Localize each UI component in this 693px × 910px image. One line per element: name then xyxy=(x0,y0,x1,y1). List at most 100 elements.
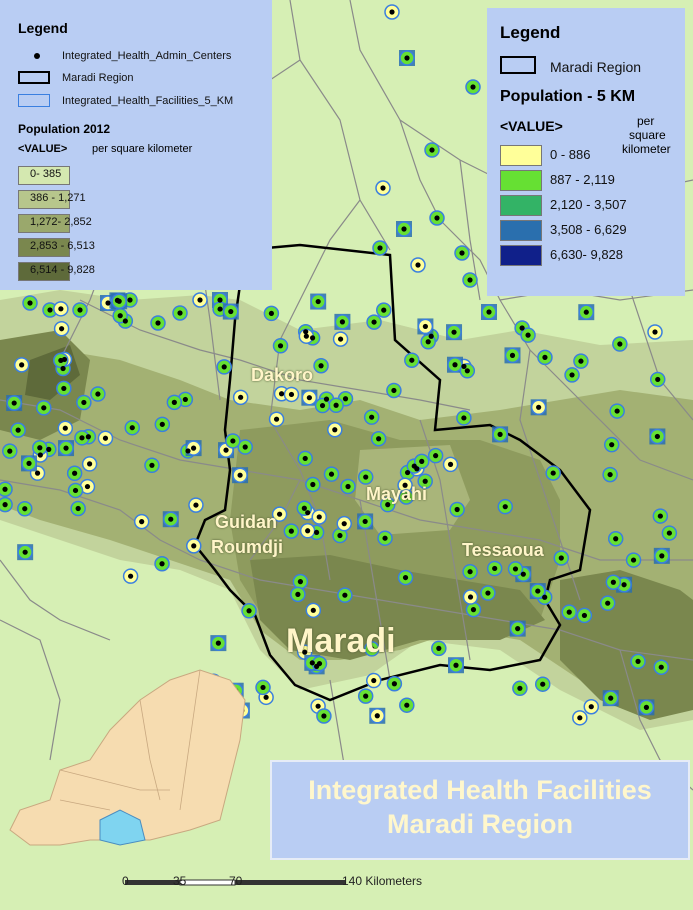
admin-center-dot xyxy=(374,713,380,719)
admin-center-dot xyxy=(15,427,21,433)
admin-center-dot xyxy=(185,448,191,454)
admin-center-dot xyxy=(217,297,223,303)
admin-center-dot xyxy=(605,600,611,606)
admin-center-dot xyxy=(369,414,375,420)
admin-center-dot xyxy=(19,362,25,368)
legend-left-class-label-2: 1,272- 2,852 xyxy=(30,216,92,228)
legend-left-class-label-3: 2,853 - 6,513 xyxy=(30,240,95,252)
admin-center-dot xyxy=(316,514,322,520)
admin-center-dot xyxy=(27,300,33,306)
admin-center-dot xyxy=(102,435,109,441)
map-title-box: Integrated Health Facilities Maradi Regi… xyxy=(270,760,690,860)
place-label-roumdji: Roumdji xyxy=(211,537,283,557)
admin-center-dot xyxy=(303,333,309,339)
admin-center-dot xyxy=(578,358,584,364)
admin-center-dot xyxy=(658,664,664,670)
admin-center-dot xyxy=(657,513,663,519)
legend-right-class-swatch-0 xyxy=(500,145,542,166)
admin-center-dot xyxy=(306,395,312,401)
admin-center-dot xyxy=(215,640,221,646)
admin-center-dot xyxy=(451,329,457,335)
admin-center-dot xyxy=(105,300,111,306)
legend-left-population-title: Population 2012 xyxy=(18,122,111,136)
legend-left-title: Legend xyxy=(18,20,68,36)
admin-center-dot xyxy=(342,592,348,598)
admin-center-dot xyxy=(315,703,321,709)
admin-center-dot xyxy=(362,518,368,525)
admin-center-dot xyxy=(422,478,428,484)
admin-center-dot xyxy=(389,9,395,15)
admin-center-dot xyxy=(263,694,269,700)
admin-center-dot xyxy=(371,677,377,684)
admin-center-dot xyxy=(402,482,408,488)
admin-center-dot xyxy=(391,387,397,394)
admin-center-dot xyxy=(542,354,548,360)
admin-center-dot xyxy=(217,306,223,312)
admin-center-dot xyxy=(415,262,421,268)
admin-center-dot xyxy=(536,404,542,410)
admin-center-dot xyxy=(319,402,326,409)
legend-right-unit-line-1: per xyxy=(637,114,655,128)
admin-center-dot xyxy=(461,363,467,369)
admin-center-dot xyxy=(382,535,388,541)
maradi-region-boundary xyxy=(193,243,592,702)
admin-center-dot xyxy=(41,405,47,411)
admin-center-dot xyxy=(305,510,311,516)
admin-center-dot xyxy=(509,352,516,358)
admin-center-dot xyxy=(486,309,492,315)
scale-tick-35: 35 xyxy=(173,874,187,888)
legend-item-health-facilities: Integrated_Health_Facilities_5_KM xyxy=(62,95,234,107)
admin-center-dot xyxy=(328,471,335,477)
admin-center-dot xyxy=(22,549,28,555)
admin-center-dot xyxy=(363,693,369,699)
admin-center-dot xyxy=(525,332,531,338)
admin-center-dot xyxy=(497,431,503,437)
admin-center-dot xyxy=(168,516,174,522)
legend-right-value-label: <VALUE> xyxy=(500,118,563,134)
admin-center-dot xyxy=(588,704,594,710)
admin-center-dot-icon xyxy=(34,53,40,59)
admin-center-dot xyxy=(467,277,473,283)
admin-center-dot xyxy=(540,681,546,687)
admin-center-dot xyxy=(535,588,541,594)
admin-center-dot xyxy=(238,394,244,400)
admin-center-dot xyxy=(230,438,236,444)
admin-center-dot xyxy=(404,702,410,708)
admin-center-dot xyxy=(429,147,435,153)
admin-center-dot xyxy=(302,649,308,655)
legend-left-unit-label: per square kilometer xyxy=(92,143,193,155)
admin-center-dot xyxy=(117,313,123,319)
admin-center-dot xyxy=(419,458,425,464)
admin-center-dot xyxy=(37,452,43,458)
admin-center-dot xyxy=(149,462,155,468)
admin-center-dot xyxy=(323,396,330,402)
region-outline-icon xyxy=(18,71,50,84)
admin-center-dot xyxy=(608,695,614,701)
admin-center-dot xyxy=(403,494,409,500)
admin-center-dot xyxy=(607,471,613,478)
legend-right-unit-line-2: square xyxy=(629,128,666,142)
admin-center-dot xyxy=(228,308,234,315)
legend-left-class-swatch-4 xyxy=(18,262,70,281)
scale-bar-graphic xyxy=(125,879,345,886)
admin-center-dot xyxy=(337,532,343,539)
admin-center-dot xyxy=(377,245,383,251)
admin-center-dot xyxy=(381,307,387,313)
admin-center-dot xyxy=(315,298,321,305)
admin-center-dot xyxy=(613,536,619,542)
admin-center-dot xyxy=(339,319,346,325)
admin-center-dot xyxy=(318,363,324,369)
admin-center-dot xyxy=(303,329,309,335)
legend-right-class-label-1: 887 - 2,119 xyxy=(550,172,615,187)
admin-center-dot xyxy=(81,399,87,406)
inset-map-niger xyxy=(9,669,246,846)
legend-right-panel: Legend Maradi Region Population - 5 KM <… xyxy=(487,8,685,296)
admin-center-dot xyxy=(59,326,65,332)
legend-left-class-swatch-3 xyxy=(18,238,70,257)
admin-center-dot xyxy=(310,335,316,341)
admin-center-dot xyxy=(333,402,339,408)
place-label-guidan: Guidan xyxy=(215,512,277,532)
legend-right-class-label-2: 2,120 - 3,507 xyxy=(550,197,627,212)
admin-center-dot xyxy=(139,519,145,525)
admin-center-dot xyxy=(428,333,434,339)
